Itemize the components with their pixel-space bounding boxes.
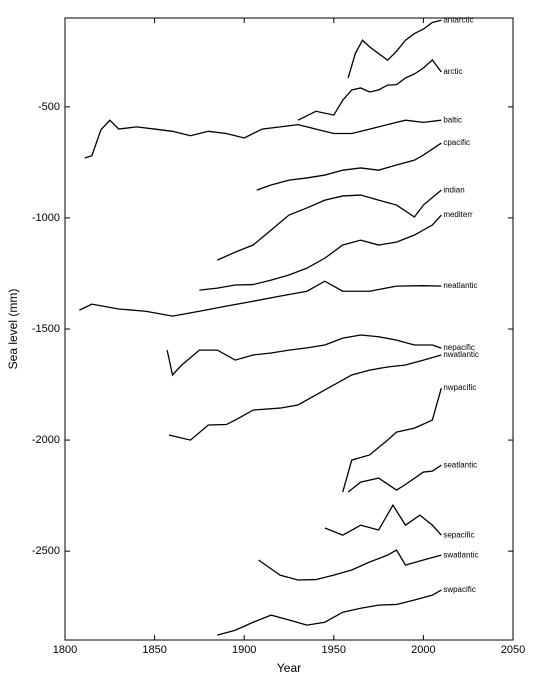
series-line bbox=[347, 19, 442, 79]
y-tick-label: -500 bbox=[38, 101, 60, 113]
series-line bbox=[258, 549, 442, 581]
y-axis-label: Sea level (mm) bbox=[6, 289, 20, 370]
series-line bbox=[217, 589, 442, 636]
series-line bbox=[347, 464, 442, 493]
y-tick-label: -1500 bbox=[32, 323, 60, 335]
series-label: sepacific bbox=[443, 530, 474, 539]
series-line bbox=[168, 354, 442, 441]
y-tick-label: -1000 bbox=[32, 212, 60, 224]
series-label: swatlantic bbox=[443, 550, 478, 559]
series-label: nwpacific bbox=[443, 383, 476, 392]
series-label: neatlantic bbox=[443, 281, 477, 290]
series-label: nepacific bbox=[443, 343, 475, 352]
x-tick-label: 1950 bbox=[322, 644, 346, 656]
x-tick-label: 1900 bbox=[232, 644, 256, 656]
series-label: antarctic bbox=[443, 15, 473, 24]
series-label: swpacific bbox=[443, 585, 475, 594]
plot-frame bbox=[64, 17, 514, 641]
series-label: mediterr bbox=[443, 210, 473, 219]
x-tick-label: 1850 bbox=[142, 644, 166, 656]
series-line bbox=[79, 280, 442, 317]
series-label: indian bbox=[443, 185, 464, 194]
series-label: baltic bbox=[443, 115, 462, 124]
series-line bbox=[199, 214, 442, 291]
series-line bbox=[297, 59, 442, 121]
x-tick-label: 1800 bbox=[53, 644, 77, 656]
series-label: nwatlantic bbox=[443, 350, 479, 359]
series-line bbox=[84, 119, 442, 159]
series-line bbox=[217, 189, 442, 261]
y-tick-label: -2500 bbox=[32, 545, 60, 557]
series-label: seatlantic bbox=[443, 460, 477, 469]
x-axis-label: Year bbox=[277, 661, 301, 675]
series-line bbox=[342, 387, 442, 493]
x-tick-label: 2050 bbox=[501, 644, 525, 656]
series-label: arctic bbox=[443, 67, 462, 76]
series-line bbox=[324, 503, 442, 536]
series-line bbox=[166, 334, 442, 377]
y-tick-label: -2000 bbox=[32, 434, 60, 446]
series-label: cpacific bbox=[443, 138, 470, 147]
series-line bbox=[256, 142, 442, 191]
x-tick-label: 2000 bbox=[411, 644, 435, 656]
